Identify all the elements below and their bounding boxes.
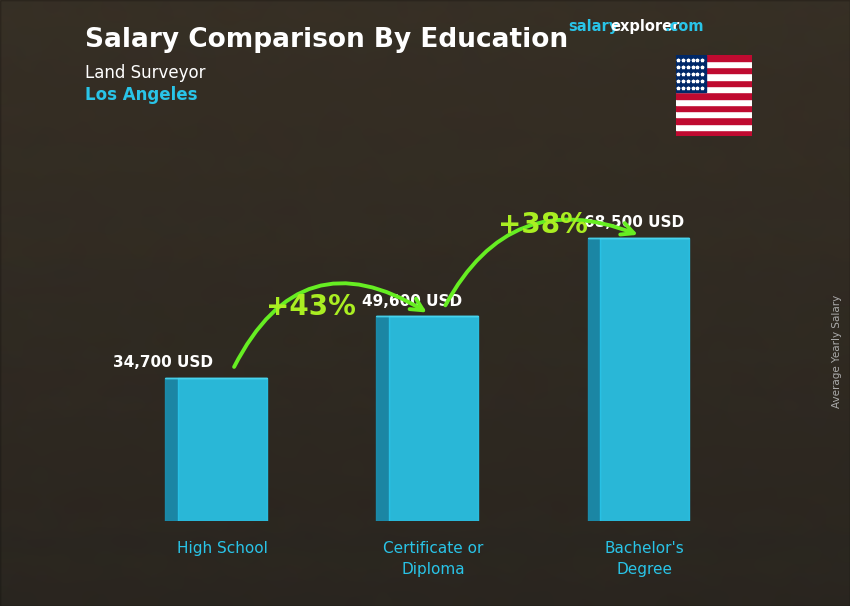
Text: .com: .com bbox=[665, 19, 704, 35]
Text: salary: salary bbox=[568, 19, 618, 35]
Bar bbox=[676, 55, 752, 61]
Text: +43%: +43% bbox=[266, 293, 356, 321]
Polygon shape bbox=[377, 316, 389, 521]
Text: explorer: explorer bbox=[610, 19, 680, 35]
Text: 68,500 USD: 68,500 USD bbox=[584, 216, 684, 230]
Text: Los Angeles: Los Angeles bbox=[85, 86, 197, 104]
Bar bbox=[676, 124, 752, 130]
Bar bbox=[676, 111, 752, 118]
Bar bbox=[676, 118, 752, 124]
Bar bbox=[178, 378, 267, 521]
Text: Average Yearly Salary: Average Yearly Salary bbox=[832, 295, 842, 408]
Text: 49,600 USD: 49,600 USD bbox=[362, 294, 462, 308]
Polygon shape bbox=[587, 238, 600, 521]
Text: Land Surveyor: Land Surveyor bbox=[85, 64, 206, 82]
Bar bbox=[676, 67, 752, 73]
Text: +38%: +38% bbox=[498, 211, 588, 239]
Bar bbox=[676, 73, 752, 80]
Bar bbox=[676, 80, 752, 86]
Bar bbox=[676, 130, 752, 136]
Text: 34,700 USD: 34,700 USD bbox=[113, 355, 213, 370]
Bar bbox=[676, 105, 752, 111]
Bar bbox=[389, 316, 478, 521]
Polygon shape bbox=[165, 378, 178, 521]
Bar bbox=[676, 86, 752, 92]
Text: Salary Comparison By Education: Salary Comparison By Education bbox=[85, 27, 568, 53]
Bar bbox=[676, 55, 706, 92]
Bar bbox=[676, 99, 752, 105]
Bar bbox=[676, 92, 752, 99]
Bar bbox=[600, 238, 689, 521]
Bar bbox=[676, 61, 752, 67]
